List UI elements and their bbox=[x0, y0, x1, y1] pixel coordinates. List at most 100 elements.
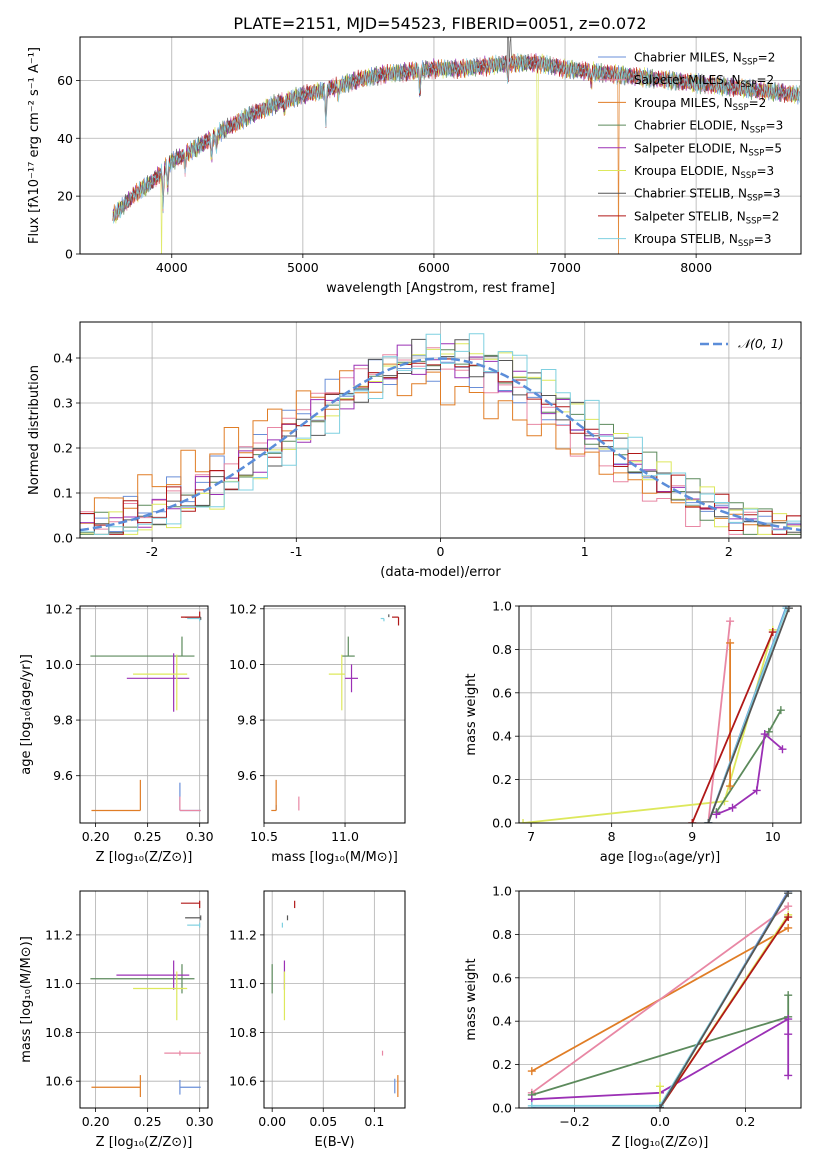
weight-marker-7 bbox=[527, 1101, 536, 1108]
x-axis-label: Z [log₁₀(Z/Z⊙)] bbox=[96, 850, 193, 865]
weight-marker-4 bbox=[726, 638, 735, 647]
x-axis-label: wavelength [Angstrom, rest frame] bbox=[326, 281, 555, 296]
y-tick-label: 20 bbox=[57, 189, 73, 204]
weight-marker-0 bbox=[784, 923, 793, 932]
legend-model-name: Chabrier MILES, N bbox=[634, 51, 742, 65]
panel-age_vs_mass: 10.5 11.0 9.6 9.8 10.0 10.2 mass [log₁₀(M/M⊙)] bbox=[229, 601, 406, 865]
y-tick-label: 0.4 bbox=[492, 729, 512, 744]
plot-area bbox=[90, 900, 202, 1098]
y-tick-label: 10.0 bbox=[45, 657, 73, 672]
weight-line-3 bbox=[707, 621, 731, 823]
y-tick-label: 0.8 bbox=[492, 642, 512, 657]
weight-marker-0 bbox=[527, 1067, 536, 1076]
legend-label-3: Chabrier ELODIE, NSSP=3 bbox=[634, 119, 783, 136]
legend-model-name: Salpeter STELIB, N bbox=[634, 209, 746, 223]
x-tick-label: 10 bbox=[765, 829, 781, 844]
x-tick-label: 0.1 bbox=[364, 1114, 384, 1129]
y-axis-label: age [log₁₀(age/yr)] bbox=[19, 654, 34, 775]
legend-model-name: Kroupa MILES, N bbox=[634, 96, 733, 110]
weight-line-5 bbox=[659, 916, 789, 1108]
weight-line-8 bbox=[659, 892, 789, 1108]
y-tick-label: 9.8 bbox=[237, 713, 257, 728]
plot-area bbox=[90, 611, 202, 812]
legend-model-name: Salpeter MILES, N bbox=[634, 73, 741, 87]
x-tick-label: 0.05 bbox=[309, 1114, 337, 1129]
x-tick-label: 7 bbox=[527, 829, 535, 844]
y-axis-label: mass weight bbox=[464, 958, 479, 1040]
panel-weight_vs_age: 7 8 9 10 0.0 0.2 0.4 0.6 0.8 1.0 age [log₁₀(age/yr… bbox=[464, 599, 802, 865]
weight-marker-2 bbox=[778, 745, 787, 754]
x-tick-label: -1 bbox=[290, 544, 302, 559]
weight-line-8 bbox=[707, 607, 790, 823]
panel-weight_vs_Z: −0.2 0.0 0.2 0.0 0.2 0.4 0.6 0.8 1.0 Z [log₁₀(Z/Z… bbox=[464, 884, 802, 1150]
x-tick-label: 5000 bbox=[287, 260, 319, 275]
y-tick-label: 9.6 bbox=[53, 768, 73, 783]
panel-residuals: -2 -1 0 1 2 0.0 0.1 0.2 0.3 0.4 (data-model)/error… bbox=[27, 321, 802, 580]
x-tick-label: 0.20 bbox=[82, 829, 110, 844]
grid bbox=[80, 606, 208, 823]
y-tick-label: 10.6 bbox=[45, 1074, 73, 1089]
x-tick-label: 11.0 bbox=[331, 829, 359, 844]
x-tick-label: 4000 bbox=[156, 260, 188, 275]
x-tick-label: 2 bbox=[725, 544, 733, 559]
legend-label-1: Salpeter MILES, NSSP=2 bbox=[634, 73, 774, 90]
legend-label-2: Kroupa MILES, NSSP=2 bbox=[634, 96, 766, 113]
weight-marker-2 bbox=[712, 810, 721, 819]
x-tick-label: 10.5 bbox=[250, 829, 278, 844]
plot-area bbox=[527, 891, 793, 1108]
x-tick-label: 0.30 bbox=[186, 1114, 214, 1129]
weight-marker-3 bbox=[784, 1015, 793, 1024]
weight-marker-5 bbox=[768, 628, 777, 637]
legend-label-6: Chabrier STELIB, NSSP=3 bbox=[634, 187, 781, 204]
legend-nssp: =2 bbox=[762, 209, 780, 223]
panel-age_vs_Z: 0.20 0.25 0.30 9.6 9.8 10.0 10.2 Z [log₁₀(Z/Z⊙)… bbox=[19, 601, 214, 865]
grid bbox=[264, 891, 405, 1108]
x-tick-label: 0.20 bbox=[82, 1114, 110, 1129]
legend-subscript: SSP bbox=[750, 126, 766, 136]
legend-subscript: SSP bbox=[742, 58, 758, 68]
y-tick-label: 0.0 bbox=[492, 816, 512, 831]
x-axis-label: Z [log₁₀(Z/Z⊙)] bbox=[612, 1135, 709, 1150]
weight-marker-2 bbox=[752, 786, 761, 795]
legend-nssp: =3 bbox=[766, 119, 784, 133]
legend-model-name: Chabrier ELODIE, N bbox=[634, 119, 750, 133]
legend-subscript: SSP bbox=[747, 194, 763, 204]
weight-marker-8 bbox=[784, 891, 793, 898]
y-tick-label: 0.4 bbox=[53, 351, 73, 366]
weight-marker-5 bbox=[688, 819, 697, 823]
legend-nssp: =3 bbox=[754, 232, 772, 246]
x-tick-label: 0.0 bbox=[650, 1114, 670, 1129]
y-tick-label: 1.0 bbox=[492, 599, 512, 614]
axes-frame bbox=[79, 36, 802, 255]
weight-marker-3 bbox=[784, 1071, 793, 1080]
weight-marker-1 bbox=[784, 902, 793, 911]
grid bbox=[80, 891, 208, 1108]
y-tick-label: 9.8 bbox=[53, 713, 73, 728]
weight-line-5 bbox=[691, 631, 774, 823]
y-tick-label: 0.8 bbox=[492, 927, 512, 942]
weight-marker-8 bbox=[784, 606, 793, 613]
weight-marker-3 bbox=[784, 1030, 793, 1039]
plot-area bbox=[80, 333, 801, 535]
y-tick-label: 10.0 bbox=[229, 657, 257, 672]
legend-label-8: Kroupa STELIB, NSSP=3 bbox=[634, 232, 772, 249]
legend-model-name: Chabrier STELIB, N bbox=[634, 187, 747, 201]
x-axis-label: mass [log₁₀(M/M⊙)] bbox=[271, 850, 398, 865]
y-tick-label: 0.0 bbox=[53, 531, 73, 546]
x-tick-label: −0.2 bbox=[559, 1114, 589, 1129]
y-tick-label: 9.6 bbox=[237, 768, 257, 783]
x-tick-label: 0.25 bbox=[134, 829, 162, 844]
plot-area bbox=[112, 37, 800, 254]
y-tick-label: 1.0 bbox=[492, 884, 512, 899]
y-tick-label: 0.2 bbox=[53, 441, 73, 456]
x-tick-label: -2 bbox=[146, 544, 158, 559]
weight-marker-1 bbox=[764, 727, 773, 736]
legend-model-name: Kroupa STELIB, N bbox=[634, 232, 738, 246]
y-tick-label: 0.2 bbox=[492, 1057, 512, 1072]
x-tick-label: 0 bbox=[437, 544, 445, 559]
weight-marker-0 bbox=[519, 819, 528, 823]
y-tick-label: 0.0 bbox=[492, 1101, 512, 1116]
weight-marker-4 bbox=[726, 782, 735, 791]
y-tick-label: 0 bbox=[65, 247, 73, 262]
legend-subscript: SSP bbox=[741, 80, 757, 90]
